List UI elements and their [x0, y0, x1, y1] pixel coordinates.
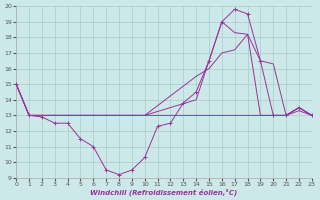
X-axis label: Windchill (Refroidissement éolien,°C): Windchill (Refroidissement éolien,°C)	[90, 188, 238, 196]
